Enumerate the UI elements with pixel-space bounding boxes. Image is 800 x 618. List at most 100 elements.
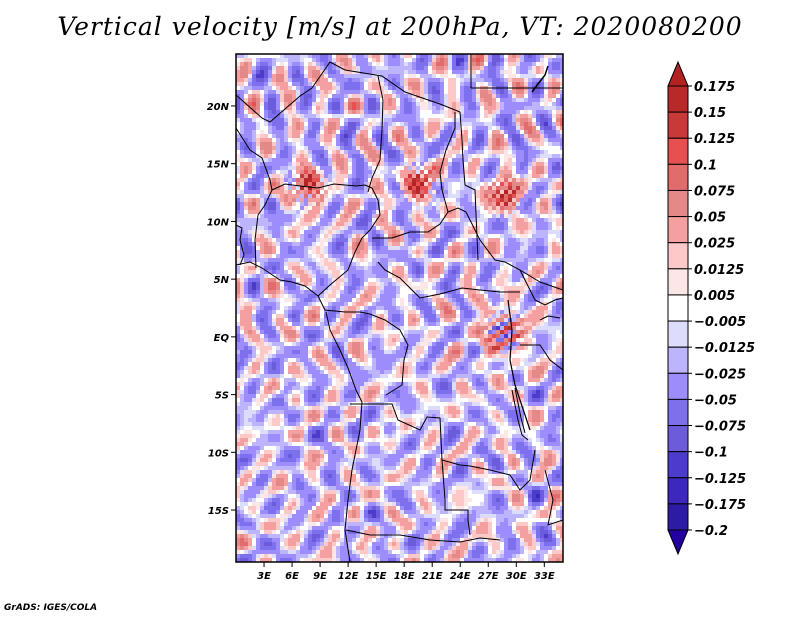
field-cell bbox=[488, 106, 492, 110]
field-cell bbox=[364, 90, 368, 94]
field-cell bbox=[380, 242, 384, 246]
field-cell bbox=[496, 170, 500, 174]
field-cell bbox=[468, 158, 472, 162]
field-cell bbox=[312, 122, 316, 126]
field-cell bbox=[544, 198, 548, 202]
field-cell bbox=[540, 154, 544, 158]
field-cell bbox=[368, 246, 372, 250]
field-cell bbox=[460, 242, 464, 246]
field-cell bbox=[424, 142, 428, 146]
field-cell bbox=[504, 218, 508, 222]
field-cell bbox=[548, 258, 552, 262]
field-cell bbox=[376, 214, 380, 218]
field-cell bbox=[460, 218, 464, 222]
field-cell bbox=[324, 94, 328, 98]
field-cell bbox=[296, 138, 300, 142]
field-cell bbox=[404, 262, 408, 266]
field-cell bbox=[376, 106, 380, 110]
field-cell bbox=[308, 82, 312, 86]
field-cell bbox=[436, 254, 440, 258]
field-cell bbox=[364, 186, 368, 190]
field-cell bbox=[300, 174, 304, 178]
field-cell bbox=[548, 266, 552, 270]
field-cell bbox=[528, 138, 532, 142]
field-cell bbox=[528, 258, 532, 262]
field-cell bbox=[284, 222, 288, 226]
field-cell bbox=[272, 290, 276, 294]
field-cell bbox=[476, 238, 480, 242]
field-cell bbox=[260, 126, 264, 130]
field-cell bbox=[548, 82, 552, 86]
field-cell bbox=[316, 182, 320, 186]
field-cell bbox=[424, 86, 428, 90]
field-cell bbox=[448, 274, 452, 278]
field-cell bbox=[472, 118, 476, 122]
field-cell bbox=[312, 218, 316, 222]
field-cell bbox=[424, 254, 428, 258]
field-cell bbox=[292, 258, 296, 262]
field-cell bbox=[372, 202, 376, 206]
field-cell bbox=[432, 250, 436, 254]
field-cell bbox=[264, 130, 268, 134]
field-cell bbox=[440, 86, 444, 90]
field-cell bbox=[348, 106, 352, 110]
field-cell bbox=[508, 102, 512, 106]
field-cell bbox=[244, 54, 248, 58]
field-cell bbox=[380, 286, 384, 290]
field-cell bbox=[480, 258, 484, 262]
field-cell bbox=[404, 234, 408, 238]
field-cell bbox=[532, 238, 536, 242]
field-cell bbox=[456, 218, 460, 222]
field-cell bbox=[496, 182, 500, 186]
field-cell bbox=[476, 242, 480, 246]
field-cell bbox=[396, 78, 400, 82]
field-cell bbox=[396, 62, 400, 66]
field-cell bbox=[540, 114, 544, 118]
field-cell bbox=[540, 54, 544, 58]
field-cell bbox=[480, 130, 484, 134]
field-cell bbox=[448, 178, 452, 182]
field-cell bbox=[444, 90, 448, 94]
field-cell bbox=[244, 154, 248, 158]
field-cell bbox=[372, 282, 376, 286]
field-cell bbox=[560, 230, 563, 234]
field-cell bbox=[376, 178, 380, 182]
field-cell bbox=[492, 270, 496, 274]
field-cell bbox=[308, 106, 312, 110]
field-cell bbox=[336, 262, 340, 266]
field-cell bbox=[248, 242, 252, 246]
field-cell bbox=[304, 226, 308, 230]
field-cell bbox=[456, 78, 460, 82]
field-cell bbox=[500, 274, 504, 278]
field-cell bbox=[424, 290, 428, 294]
field-cell bbox=[244, 74, 248, 78]
field-cell bbox=[544, 158, 548, 162]
field-cell bbox=[360, 170, 364, 174]
field-cell bbox=[340, 186, 344, 190]
field-cell bbox=[276, 286, 280, 290]
field-cell bbox=[444, 218, 448, 222]
field-cell bbox=[540, 258, 544, 262]
field-cell bbox=[408, 238, 412, 242]
field-cell bbox=[536, 282, 540, 286]
field-cell bbox=[312, 134, 316, 138]
field-cell bbox=[388, 290, 392, 294]
field-cell bbox=[476, 206, 480, 210]
field-cell bbox=[236, 178, 240, 182]
field-cell bbox=[504, 134, 508, 138]
field-cell bbox=[476, 202, 480, 206]
field-cell bbox=[328, 202, 332, 206]
field-cell bbox=[316, 262, 320, 266]
field-cell bbox=[312, 170, 316, 174]
field-cell bbox=[504, 182, 508, 186]
field-cell bbox=[476, 138, 480, 142]
field-cell bbox=[288, 130, 292, 134]
field-cell bbox=[532, 54, 536, 58]
field-cell bbox=[424, 98, 428, 102]
field-cell bbox=[276, 70, 280, 74]
field-cell bbox=[312, 158, 316, 162]
field-cell bbox=[316, 230, 320, 234]
field-cell bbox=[524, 114, 528, 118]
field-cell bbox=[460, 206, 464, 210]
field-cell bbox=[300, 78, 304, 82]
